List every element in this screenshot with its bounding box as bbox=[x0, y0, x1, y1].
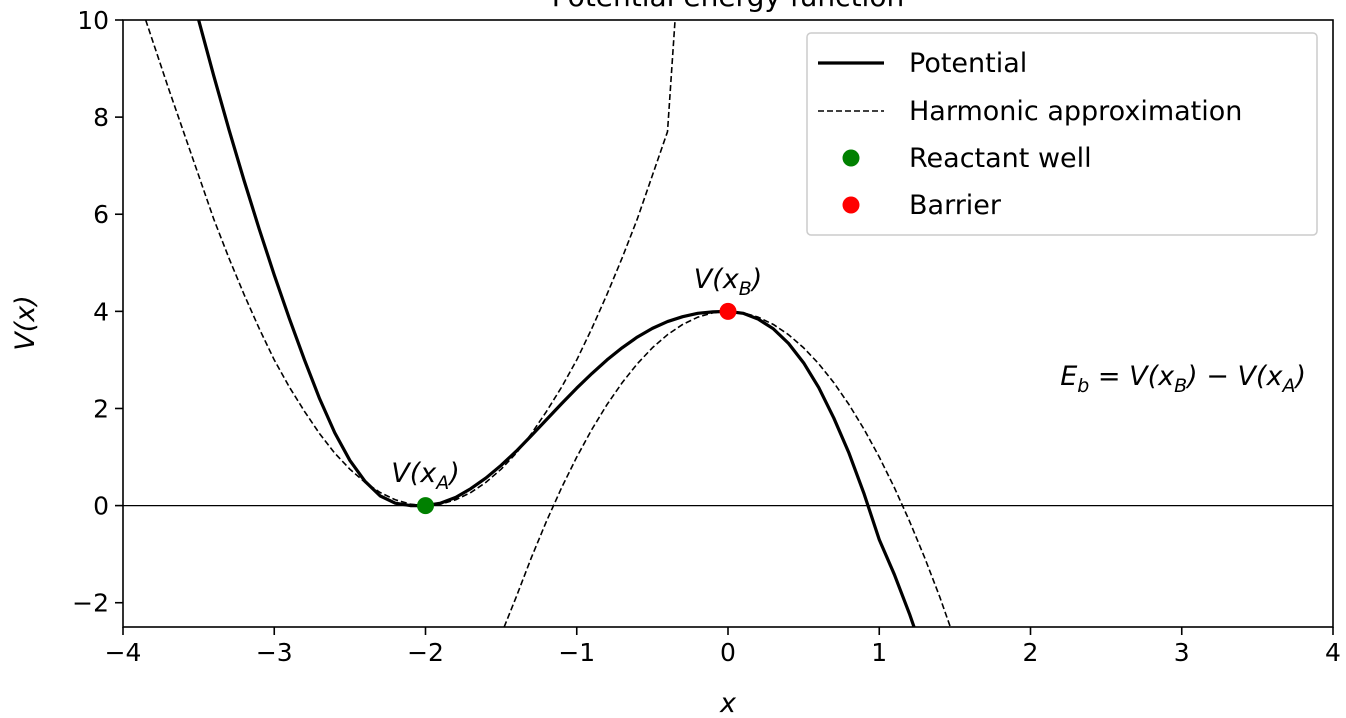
chart-title: Potential energy function bbox=[552, 0, 904, 13]
tick-layer: −4 −3 −2 −1 0 1 2 3 4 −2 0 2 4 6 8 10 bbox=[72, 6, 1341, 667]
x-tick-label: 2 bbox=[1023, 638, 1039, 667]
y-tick-label: 8 bbox=[93, 103, 109, 132]
y-tick-label: 6 bbox=[93, 200, 109, 229]
point-annotation-a: V(xA) bbox=[391, 458, 460, 494]
legend-marker bbox=[842, 149, 860, 167]
y-tick-label: −2 bbox=[72, 589, 109, 618]
x-tick-label: 0 bbox=[720, 638, 736, 667]
series-layer bbox=[123, 20, 1333, 627]
legend-label: Barrier bbox=[909, 190, 1002, 221]
x-tick-label: −3 bbox=[256, 638, 293, 667]
x-tick-label: 3 bbox=[1174, 638, 1190, 667]
harmonic-curve-1 bbox=[144, 20, 676, 507]
point-annotation-b: V(xB) bbox=[694, 264, 763, 300]
legend: Potential Harmonic approximation Reactant … bbox=[806, 32, 1318, 236]
annotation-layer: V(xA) V(xB) Eb = V(xB) − V(xA) bbox=[391, 264, 1306, 494]
legend-label: Reactant well bbox=[909, 143, 1092, 174]
y-tick-label: 0 bbox=[93, 492, 109, 521]
reactant-well-marker bbox=[417, 497, 434, 515]
legend-label: Potential bbox=[909, 48, 1027, 79]
legend-box bbox=[806, 32, 1318, 236]
legend-label: Harmonic approximation bbox=[909, 96, 1242, 127]
x-axis-label: x bbox=[719, 688, 737, 718]
harmonic-curve-2 bbox=[503, 310, 952, 627]
x-tick-label: −2 bbox=[407, 638, 444, 667]
x-tick-label: 1 bbox=[871, 638, 887, 667]
y-tick-label: 10 bbox=[77, 6, 109, 35]
potential-curve bbox=[197, 20, 916, 627]
legend-marker bbox=[842, 196, 860, 214]
y-tick-label: 4 bbox=[93, 297, 109, 326]
x-tick-label: 4 bbox=[1325, 638, 1341, 667]
x-tick-label: −1 bbox=[558, 638, 595, 667]
y-axis-label: V(x) bbox=[10, 295, 41, 351]
barrier-marker bbox=[719, 302, 737, 320]
barrier-formula: Eb = V(xB) − V(xA) bbox=[1060, 361, 1306, 397]
y-tick-label: 2 bbox=[93, 394, 109, 423]
x-tick-label: −4 bbox=[105, 638, 142, 667]
